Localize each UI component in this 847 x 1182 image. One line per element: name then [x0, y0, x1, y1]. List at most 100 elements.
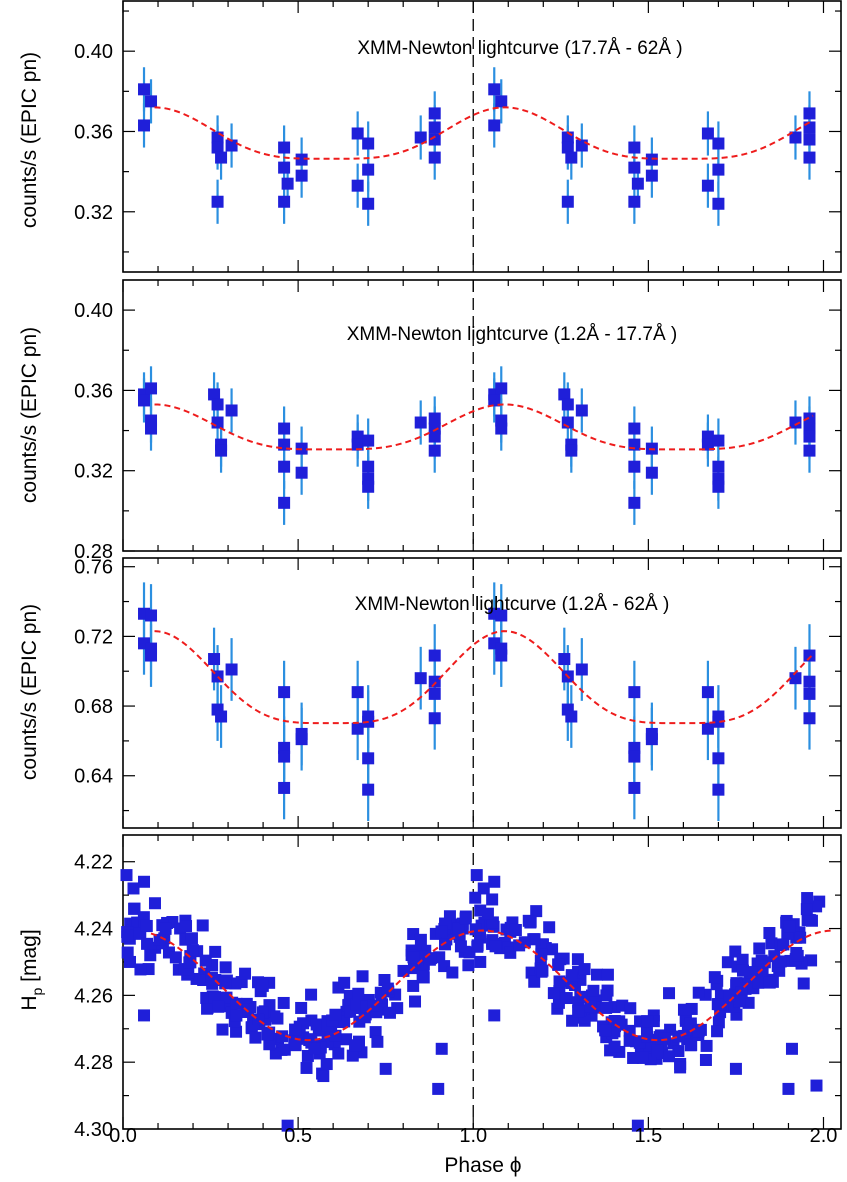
data-point	[145, 95, 158, 108]
data-point	[428, 687, 441, 700]
data-point	[628, 686, 641, 699]
data-point	[407, 979, 420, 992]
data-point	[721, 956, 734, 969]
data-point	[225, 139, 238, 152]
data-point	[572, 1005, 585, 1018]
data-point	[350, 998, 363, 1011]
data-point	[305, 988, 318, 1001]
data-point	[428, 430, 441, 443]
data-point	[349, 1039, 362, 1052]
data-point	[352, 987, 365, 1000]
data-point	[674, 1061, 687, 1074]
data-point	[206, 977, 219, 990]
data-point	[249, 1031, 262, 1044]
data-point	[428, 675, 441, 688]
data-point	[528, 975, 541, 988]
data-point	[803, 133, 816, 146]
data-point	[278, 496, 291, 509]
data-point	[624, 1002, 637, 1015]
data-point	[561, 141, 574, 154]
data-point	[782, 1082, 795, 1095]
y-tick-label: 0.64	[74, 766, 113, 788]
y-tick-label: 0.68	[74, 696, 113, 718]
panel-soft-xray: 0.40 0.36 0.32 XMM-Newton lightcurve (17.7Å…	[18, 0, 842, 273]
data-point	[488, 875, 501, 888]
data-point	[631, 1119, 644, 1132]
data-point	[185, 932, 198, 945]
data-point	[645, 733, 658, 746]
data-point	[138, 119, 151, 132]
data-point	[672, 1030, 685, 1043]
data-point	[599, 1024, 612, 1037]
data-point	[712, 480, 725, 493]
data-point	[552, 958, 565, 971]
data-point	[208, 991, 221, 1004]
data-point	[560, 992, 573, 1005]
data-point	[623, 1034, 636, 1047]
data-point	[278, 1043, 291, 1056]
data-point	[600, 989, 613, 1002]
data-point	[530, 905, 543, 918]
data-point	[495, 649, 508, 662]
data-point	[356, 970, 369, 983]
y-tick-label: 4.30	[74, 1119, 113, 1141]
plot-frame	[122, 0, 842, 273]
data-point	[346, 1049, 359, 1062]
data-point	[124, 955, 137, 968]
y-axis-label-subscript: p	[29, 987, 45, 995]
data-point	[134, 963, 147, 976]
data-point	[351, 179, 364, 192]
data-point	[488, 119, 501, 132]
data-point	[230, 997, 243, 1010]
data-point	[127, 882, 140, 895]
data-point	[281, 177, 294, 190]
data-point	[278, 141, 291, 154]
y-axis-label: counts/s (EPIC pn)	[18, 52, 41, 228]
data-point	[320, 1058, 333, 1071]
y-axis-label: Hp [mag]	[18, 929, 45, 1010]
data-point	[561, 195, 574, 208]
data-point	[803, 675, 816, 688]
data-point	[628, 496, 641, 509]
data-point	[495, 422, 508, 435]
data-point	[575, 139, 588, 152]
data-point	[278, 686, 291, 699]
y-tick-label: 0.40	[74, 300, 113, 322]
data-point	[777, 938, 790, 951]
data-point	[470, 869, 483, 882]
x-axis: Phase ϕ 0.0 0.5 1.0 1.5 2.0	[109, 1125, 837, 1177]
data-point	[789, 672, 802, 685]
data-point	[435, 925, 448, 938]
data-point	[631, 177, 644, 190]
data-point	[225, 663, 238, 676]
data-point	[565, 710, 578, 723]
data-point	[672, 1045, 685, 1058]
data-point	[803, 430, 816, 443]
data-point	[708, 971, 721, 984]
data-point	[712, 752, 725, 765]
data-point	[362, 137, 375, 150]
data-point	[230, 1025, 243, 1038]
data-point	[791, 949, 804, 962]
data-point	[145, 649, 158, 662]
data-point	[268, 1010, 281, 1023]
x-tick-label: 0.5	[284, 1125, 312, 1147]
y-axis-label: counts/s (EPIC pn)	[18, 327, 41, 503]
data-point	[310, 1018, 323, 1031]
x-tick-label: 2.0	[810, 1125, 838, 1147]
data-point	[701, 438, 714, 451]
data-point	[289, 1023, 302, 1036]
data-point	[208, 388, 221, 401]
data-point	[712, 783, 725, 796]
data-point	[763, 927, 776, 940]
data-point	[351, 438, 364, 451]
data-point	[488, 1009, 501, 1022]
y-tick-label: 0.28	[74, 541, 113, 563]
data-point	[574, 990, 587, 1003]
data-point	[755, 954, 768, 967]
data-point	[645, 169, 658, 182]
panel-full-xray: 0.76 0.72 0.68 0.64 XMM-Newton lightcurve (1…	[18, 557, 842, 829]
data-point	[351, 722, 364, 735]
data-point	[701, 179, 714, 192]
